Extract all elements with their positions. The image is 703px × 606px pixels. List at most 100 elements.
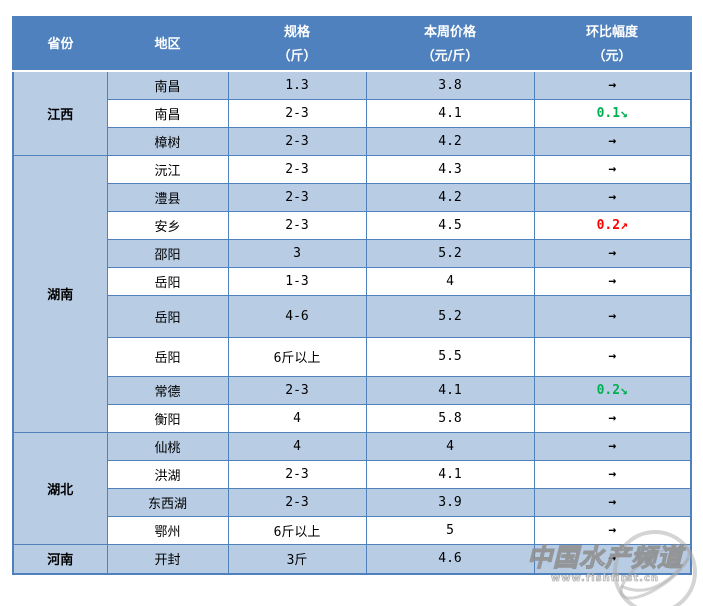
region-cell: 岳阳 (106, 336, 229, 377)
watermark-title: 中国水产频道 (526, 543, 683, 572)
globe-icon (613, 530, 697, 606)
price-cell: 3.9 (365, 487, 535, 517)
spec-cell: 6斤以上 (227, 336, 367, 377)
region-cell: 衡阳 (106, 403, 229, 433)
price-cell: 4.2 (365, 182, 535, 212)
table-row: 常德 2-3 4.1 0.2↘ (13, 375, 692, 405)
change-cell: 0.1↘ (533, 98, 692, 128)
col-header-price: 本周价格 （元/斤） (366, 17, 534, 72)
price-cell: 5 (365, 515, 535, 545)
spec-cell: 1-3 (227, 266, 367, 296)
table-row: 岳阳 6斤以上 5.5 → (13, 336, 692, 377)
spec-cell: 2-3 (227, 126, 367, 156)
table-row: 岳阳 4-6 5.2 → (13, 294, 692, 338)
col-header-unit: （斤） (277, 48, 317, 64)
price-cell: 5.2 (365, 238, 535, 268)
table-row: 湖南 沅江 2-3 4.3 → (12, 154, 692, 433)
price-cell: 4 (365, 431, 535, 461)
change-cell: → (533, 70, 692, 100)
region-cell: 仙桃 (106, 431, 229, 461)
col-header-change: 环比幅度 （元） (534, 17, 691, 72)
col-header-spec: 规格 （斤） (228, 17, 366, 72)
table-row: 安乡 2-3 4.5 0.2↗ (13, 210, 692, 240)
col-header-title: 环比幅度 (585, 24, 638, 40)
spec-cell: 3斤 (227, 543, 367, 575)
spec-cell: 2-3 (227, 487, 367, 517)
change-cell: 0.2↘ (533, 375, 692, 405)
spec-cell: 4 (227, 431, 367, 461)
table-row: 岳阳 1-3 4 → (13, 266, 692, 296)
price-cell: 4.2 (365, 126, 535, 156)
region-cell: 南昌 (106, 70, 229, 100)
change-cell: → (533, 403, 692, 433)
spec-cell: 2-3 (227, 182, 367, 212)
table-row: 湖北 仙桃 4 4 → (12, 431, 692, 545)
region-cell: 沅江 (106, 154, 229, 184)
col-header-unit: （元） (592, 48, 632, 64)
col-header-region: 地区 (107, 17, 228, 72)
change-cell: → (533, 294, 692, 338)
change-cell: 0.2↗ (533, 210, 692, 240)
col-header-unit: （元/斤） (421, 48, 479, 64)
change-cell: → (533, 126, 692, 156)
watermark-url: www.fishfirst.cn (550, 573, 659, 585)
price-cell: 3.8 (365, 70, 535, 100)
price-cell: 4.1 (365, 375, 535, 405)
change-cell: → (533, 459, 692, 489)
spec-cell: 3 (227, 238, 367, 268)
change-cell: → (533, 238, 692, 268)
price-cell: 4.1 (365, 98, 535, 128)
table-row: 衡阳 4 5.8 → (13, 403, 692, 433)
price-cell: 5.2 (365, 294, 535, 338)
region-cell: 澧县 (106, 182, 229, 212)
spec-cell: 1.3 (227, 70, 367, 100)
region-cell: 邵阳 (106, 238, 229, 268)
change-cell: → (533, 487, 692, 517)
province-cell: 湖北 (12, 431, 108, 545)
price-cell: 5.5 (365, 336, 535, 377)
change-cell: → (533, 154, 692, 184)
change-cell: → (533, 431, 692, 461)
col-header-province: 省份 (13, 17, 107, 72)
table-row: 东西湖 2-3 3.9 → (13, 487, 692, 517)
table-row: 邵阳 3 5.2 → (13, 238, 692, 268)
col-header-title: 地区 (154, 36, 181, 52)
col-header-title: 规格 (283, 24, 310, 40)
spec-cell: 2-3 (227, 375, 367, 405)
spec-cell: 6斤以上 (227, 515, 367, 545)
price-cell: 4.1 (365, 459, 535, 489)
col-header-title: 本周价格 (423, 24, 476, 40)
spec-cell: 4-6 (227, 294, 367, 338)
watermark: 中国水产频道 www.fishfirst.cn (516, 543, 694, 585)
region-cell: 南昌 (106, 98, 229, 128)
price-cell: 4.3 (365, 154, 535, 184)
province-cell: 江西 (12, 70, 108, 156)
change-cell: → (533, 336, 692, 377)
price-cell: 4 (365, 266, 535, 296)
change-cell: → (533, 182, 692, 212)
spec-cell: 2-3 (227, 459, 367, 489)
province-cell: 河南 (12, 543, 108, 575)
header-row: 省份 地区 规格 （斤） 本周价格 （元/斤） 环比幅度 （元） (13, 17, 691, 72)
spec-cell: 2-3 (227, 154, 367, 184)
table-row: 江西 南昌 1.3 3.8 → (12, 70, 692, 156)
region-cell: 岳阳 (106, 294, 229, 338)
col-header-title: 省份 (47, 36, 74, 52)
table-row: 河南 开封 3斤 4.6 → (12, 543, 692, 575)
change-cell: → (533, 266, 692, 296)
price-cell: 4.6 (365, 543, 535, 575)
table-row: 洪湖 2-3 4.1 → (13, 459, 692, 489)
table-row: 鄂州 6斤以上 5 → (13, 515, 692, 545)
region-cell: 安乡 (106, 210, 229, 240)
province-cell: 湖南 (12, 154, 108, 433)
spec-cell: 4 (227, 403, 367, 433)
spec-cell: 2-3 (227, 210, 367, 240)
region-cell: 岳阳 (106, 266, 229, 296)
price-cell: 4.5 (365, 210, 535, 240)
region-cell: 常德 (106, 375, 229, 405)
table-row: 樟树 2-3 4.2 → (13, 126, 692, 156)
region-cell: 洪湖 (106, 459, 229, 489)
region-cell: 樟树 (106, 126, 229, 156)
table-row: 南昌 2-3 4.1 0.1↘ (13, 98, 692, 128)
